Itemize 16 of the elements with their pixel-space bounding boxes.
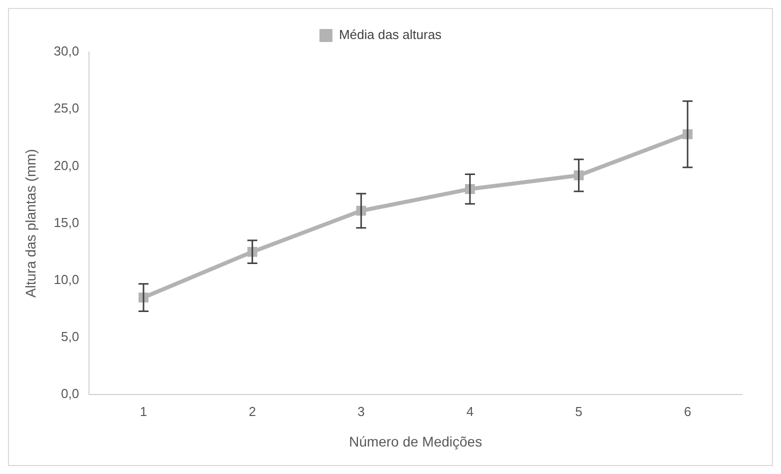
x-tick-label: 1 [140,404,148,419]
y-tick-label: 15,0 [54,214,80,230]
x-tick-label: 6 [684,404,692,419]
x-tick-label: 5 [575,404,582,419]
y-tick-label: 5,0 [61,329,80,344]
legend-label: Média das alturas [338,27,442,42]
y-tick-label: 20,0 [54,158,80,173]
x-tick-label: 4 [466,404,474,419]
x-axis-title: Número de Medições [349,433,482,450]
x-tick-label: 2 [248,404,256,419]
y-tick-label: 10,0 [54,272,80,287]
y-tick-label: 25,0 [54,100,80,116]
y-axis-title: Altura das plantas (mm) [22,148,38,298]
y-tick-label: 0,0 [61,386,80,402]
y-tick-label: 30,0 [54,44,80,59]
x-tick-label: 3 [358,404,365,419]
